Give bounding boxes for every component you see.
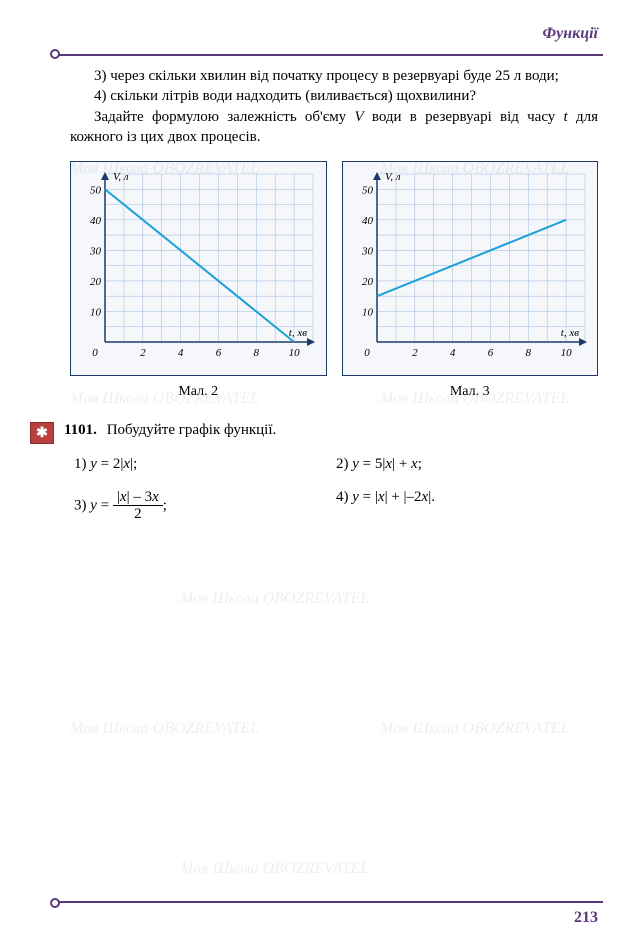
exercise-1101-header: ✱ 1101. Побудуйте графік функції.	[70, 422, 598, 444]
svg-text:40: 40	[362, 215, 374, 227]
page-content: 3) через скільки хвилин від початку проц…	[70, 66, 598, 523]
exercise-item-3: 3) y = |x| – 3x2;	[74, 489, 336, 523]
section-title: Функції	[543, 25, 598, 43]
watermark: Моя Школа OBOZREVATEL	[380, 720, 569, 738]
paragraph-4a: 4) скільки літрів води надходить (вилива…	[70, 86, 598, 106]
exercise-icon: ✱	[30, 422, 54, 444]
top-rule-circle	[50, 49, 60, 59]
svg-text:10: 10	[560, 347, 572, 359]
exercise-item-1: 1) y = 2|x|;	[74, 456, 336, 473]
svg-text:2: 2	[140, 347, 146, 359]
svg-text:8: 8	[525, 347, 531, 359]
exercise-title: Побудуйте графік функції.	[107, 422, 277, 438]
svg-text:t, хв: t, хв	[560, 327, 578, 339]
paragraph-3: 3) через скільки хвилин від початку проц…	[70, 66, 598, 86]
svg-text:6: 6	[216, 347, 222, 359]
chart-1-svg: 2 4 6 8 10 10 20 30 40 50 0 V, л t, хв	[75, 166, 321, 366]
chart-2-block: 2 4 6 8 10 10 20 30 40 50 0 V, л t, хв Мал. 3	[342, 161, 599, 400]
svg-text:2: 2	[412, 347, 418, 359]
svg-text:0: 0	[364, 347, 370, 359]
svg-text:20: 20	[362, 276, 374, 288]
page-number: 213	[574, 909, 598, 927]
svg-text:30: 30	[89, 245, 102, 257]
chart-1-caption: Мал. 2	[70, 384, 327, 400]
svg-text:10: 10	[362, 306, 374, 318]
svg-text:10: 10	[90, 306, 102, 318]
exercise-item-2: 2) y = 5|x| + x;	[336, 456, 598, 473]
svg-text:50: 50	[90, 184, 102, 196]
watermark: Моя Школа OBOZREVATEL	[180, 590, 369, 608]
paragraph-4b-text: Задайте формулою залежність об'єму V вод…	[70, 109, 598, 145]
svg-text:50: 50	[362, 184, 374, 196]
chart-2-frame: 2 4 6 8 10 10 20 30 40 50 0 V, л t, хв	[342, 161, 599, 376]
svg-text:V, л: V, л	[113, 171, 129, 183]
svg-text:6: 6	[487, 347, 493, 359]
chart-2-caption: Мал. 3	[342, 384, 599, 400]
svg-text:4: 4	[449, 347, 455, 359]
svg-text:40: 40	[90, 215, 102, 227]
svg-text:4: 4	[178, 347, 184, 359]
bottom-rule	[55, 901, 603, 903]
charts-row: 2 4 6 8 10 10 20 30 40 50 0 V, л t, хв Мал. 2 2 4 6 8 10…	[70, 161, 598, 400]
exercise-items: 1) y = 2|x|; 2) y = 5|x| + x; 3) y = |x|…	[74, 456, 598, 523]
watermark: Моя Школа OBOZREVATEL	[70, 720, 259, 738]
watermark: Моя Школа OBOZREVATEL	[180, 860, 369, 878]
exercise-item-4: 4) y = |x| + |–2x|.	[336, 489, 598, 523]
svg-text:10: 10	[289, 347, 301, 359]
svg-text:t, хв: t, хв	[289, 327, 307, 339]
paragraph-4b: Задайте формулою залежність об'єму V вод…	[70, 107, 598, 148]
svg-text:20: 20	[90, 276, 102, 288]
svg-text:30: 30	[361, 245, 374, 257]
exercise-number: 1101.	[64, 422, 97, 438]
chart-2-svg: 2 4 6 8 10 10 20 30 40 50 0 V, л t, хв	[347, 166, 593, 366]
svg-text:8: 8	[254, 347, 260, 359]
bottom-rule-circle	[50, 898, 60, 908]
chart-1-frame: 2 4 6 8 10 10 20 30 40 50 0 V, л t, хв	[70, 161, 327, 376]
top-rule	[55, 54, 603, 56]
chart-1-block: 2 4 6 8 10 10 20 30 40 50 0 V, л t, хв Мал. 2	[70, 161, 327, 400]
svg-text:V, л: V, л	[385, 171, 401, 183]
svg-text:0: 0	[92, 347, 98, 359]
